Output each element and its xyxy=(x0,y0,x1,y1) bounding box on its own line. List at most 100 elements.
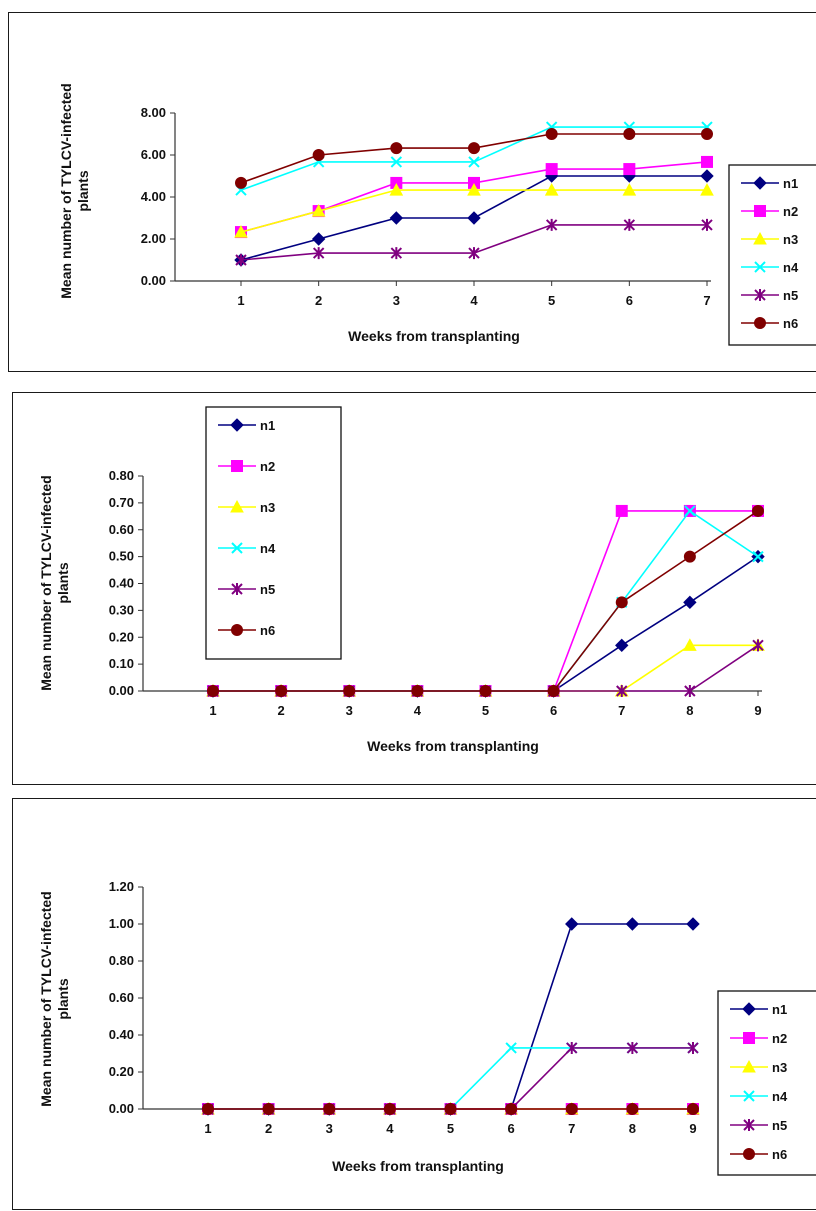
series-n5-point-shape xyxy=(752,639,764,652)
legend-n1-marker xyxy=(742,1002,756,1016)
legend-n3-label: n3 xyxy=(260,500,275,515)
legend-n6-label: n6 xyxy=(260,623,275,638)
x-tick-label: 6 xyxy=(508,1121,515,1136)
legend-n6-marker xyxy=(231,624,243,636)
series-n6-point xyxy=(312,149,325,161)
series-n1-point xyxy=(311,232,326,246)
series-n3-point-shape xyxy=(683,638,697,651)
x-tick-label: 2 xyxy=(265,1121,272,1136)
series-n3-point xyxy=(544,183,559,196)
legend-box xyxy=(717,990,816,1176)
series-n3-point-shape xyxy=(467,183,481,196)
legend-n5-marker xyxy=(743,1119,755,1131)
x-tick-label: 3 xyxy=(326,1121,333,1136)
series-n5-point-shape xyxy=(701,218,713,231)
series-n5-point xyxy=(312,247,325,260)
series-n4-point xyxy=(752,550,764,563)
series-n1-point-shape xyxy=(467,211,481,225)
series-n6-point-shape xyxy=(323,1103,336,1115)
legend-n4-marker xyxy=(743,1090,755,1102)
series-n2-point xyxy=(615,504,628,517)
y-tick-label: 1.20 xyxy=(109,879,134,894)
series-n5-point xyxy=(626,1041,639,1054)
series-n6-point xyxy=(683,550,696,563)
legend-n6-marker xyxy=(754,317,766,329)
legend-n2-marker xyxy=(754,205,766,217)
x-tick-label: 6 xyxy=(626,293,633,308)
series-n5-point xyxy=(566,1041,578,1054)
series-n3-line xyxy=(240,189,707,233)
series-n3-point-shape xyxy=(622,183,637,196)
series-n4-point-shape xyxy=(752,550,764,563)
legend-n3-marker xyxy=(742,1059,756,1073)
series-n6-point-shape xyxy=(207,685,219,697)
series-n6-point xyxy=(323,1103,336,1115)
series-n6-point xyxy=(615,596,628,609)
series-n5-point xyxy=(687,1041,699,1054)
series-n3-point xyxy=(622,183,637,196)
x-tick-label: 4 xyxy=(414,703,422,718)
y-tick-label: 0.00 xyxy=(109,1101,134,1116)
series-n6-point-shape xyxy=(505,1103,518,1115)
x-tick-label: 8 xyxy=(686,703,693,718)
legend-n2-label: n2 xyxy=(772,1031,787,1046)
y-tick-label: 0.60 xyxy=(109,522,134,537)
x-tick-label: 7 xyxy=(568,1121,575,1136)
y-tick-label: 0.20 xyxy=(109,1064,134,1079)
legend-n1-label: n1 xyxy=(260,418,275,433)
series-n1-point-shape xyxy=(311,232,326,246)
legend-n2-label: n2 xyxy=(783,204,798,219)
legend-n5-label: n5 xyxy=(783,288,798,303)
legend-n1-marker-shape xyxy=(742,1002,756,1016)
series-n1-point-shape xyxy=(700,169,714,183)
series-n6-point xyxy=(468,142,480,155)
series-n6-point xyxy=(545,128,558,140)
series-n5-point xyxy=(701,218,713,231)
series-n6-point-shape xyxy=(202,1103,214,1115)
series-n4-point-shape xyxy=(468,156,480,168)
series-n2-point xyxy=(545,163,558,176)
series-n1-point-shape xyxy=(625,917,640,931)
series-n6-point xyxy=(479,685,492,697)
legend-n4-label: n4 xyxy=(783,260,799,275)
legend-n6-marker-shape xyxy=(743,1148,755,1160)
series-n6-point xyxy=(262,1103,275,1115)
legend-n5-label: n5 xyxy=(260,582,275,597)
series-n6-point xyxy=(235,176,247,189)
line-chart-2: 0.00 0.10 0.20 0.30 0.40 0.50 0.60 0.70 0.80 1 2 3 4… xyxy=(38,406,765,754)
y-tick-label: 0.10 xyxy=(109,656,134,671)
series-n2-point-shape xyxy=(623,163,636,176)
series-n6-point-shape xyxy=(383,1103,396,1115)
x-axis-label: Weeks from transplanting xyxy=(332,1158,504,1174)
series-n1-point xyxy=(389,211,404,225)
series-n1-point-shape xyxy=(615,638,629,653)
legend-n6-marker xyxy=(743,1148,755,1160)
series-n1-point xyxy=(615,638,629,653)
series-n3-point-shape xyxy=(311,204,326,217)
x-tick-label: 2 xyxy=(315,293,322,308)
series-n6-point-shape xyxy=(343,685,356,697)
legend-n1-marker xyxy=(753,176,767,190)
series-n6-point xyxy=(687,1103,699,1115)
legend-n3-marker-shape xyxy=(753,231,767,245)
line-chart-1: 0.00 2.00 4.00 6.00 8.00 1 2 3 4 5 6 7 Weeks from tr… xyxy=(58,83,816,346)
series-n5-point-shape xyxy=(312,247,325,260)
series-n6-point-shape xyxy=(262,1103,275,1115)
series-n5-point xyxy=(752,639,764,652)
series-n3-point-shape xyxy=(389,183,404,196)
series-n5-point xyxy=(623,218,636,231)
series-n6-point-shape xyxy=(752,504,764,517)
series-n6-point-shape xyxy=(623,128,636,140)
series-n6-point-shape xyxy=(615,596,628,609)
legend-n1-marker-shape xyxy=(753,176,767,190)
series-n6-point-shape xyxy=(547,685,560,697)
series-n1-point xyxy=(686,917,700,931)
y-tick-label: 0.00 xyxy=(141,273,166,288)
legend-n6-marker-shape xyxy=(231,624,243,636)
chart-panel-3: 0.00 0.20 0.40 0.60 0.80 1.00 1.20 1 2 3 4 5 6 7 8 9 Wee… xyxy=(12,798,816,1210)
series-n5-point xyxy=(545,218,558,231)
series-n6-point-shape xyxy=(411,685,424,697)
series-n4-point xyxy=(390,156,403,168)
x-axis-label: Weeks from transplanting xyxy=(367,738,539,754)
series-n5-point-shape xyxy=(390,247,403,260)
